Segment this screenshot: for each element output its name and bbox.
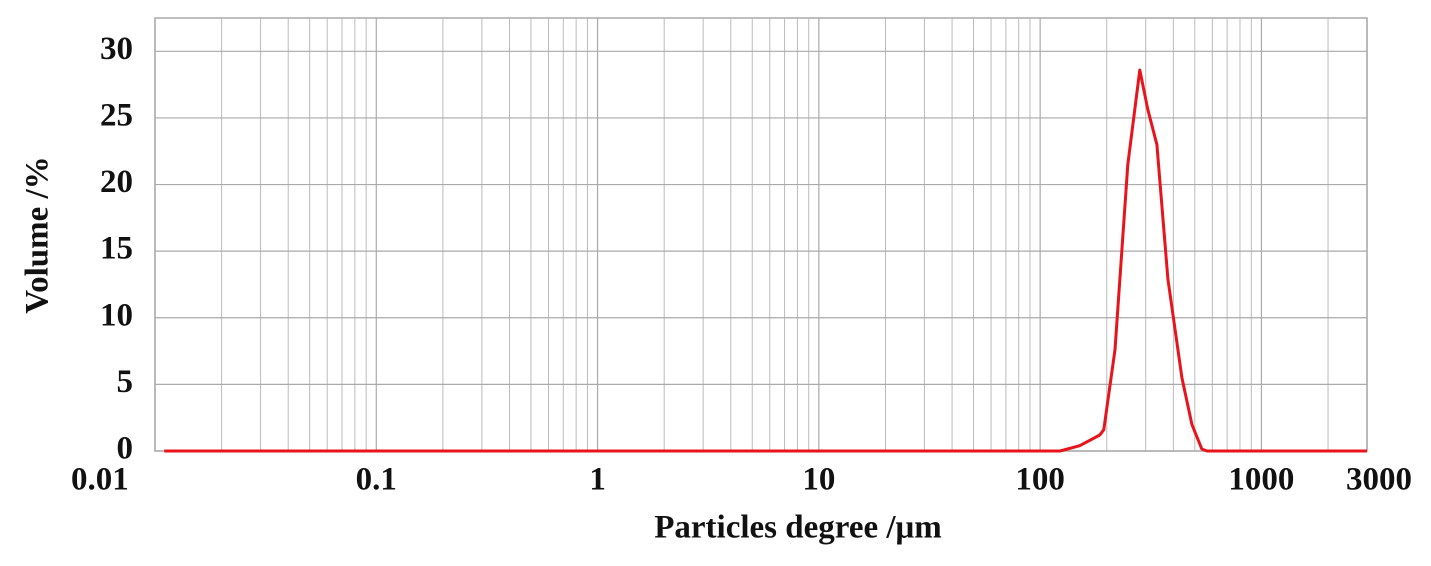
y-axis-label: Volume /% — [20, 156, 56, 313]
x-tick-label: 1000 — [1228, 462, 1294, 498]
y-tick-label: 20 — [100, 164, 133, 200]
x-tick-label: 0.01 — [71, 462, 129, 498]
y-tick-label: 5 — [117, 364, 134, 400]
x-tick-label: 10 — [802, 462, 835, 498]
x-tick-label: 100 — [1015, 462, 1065, 498]
data-line — [164, 68, 1367, 453]
x-tick-label: 3000 — [1346, 462, 1412, 498]
y-tick-label: 30 — [100, 31, 133, 67]
y-tick-label: 25 — [100, 98, 133, 134]
x-tick-label: 1 — [589, 462, 606, 498]
y-tick-label: 10 — [100, 297, 133, 333]
x-axis-label: Particles degree /μm — [654, 510, 941, 546]
y-tick-label: 15 — [100, 231, 133, 267]
y-tick-label: 0 — [117, 431, 134, 467]
x-tick-label: 0.1 — [356, 462, 397, 498]
